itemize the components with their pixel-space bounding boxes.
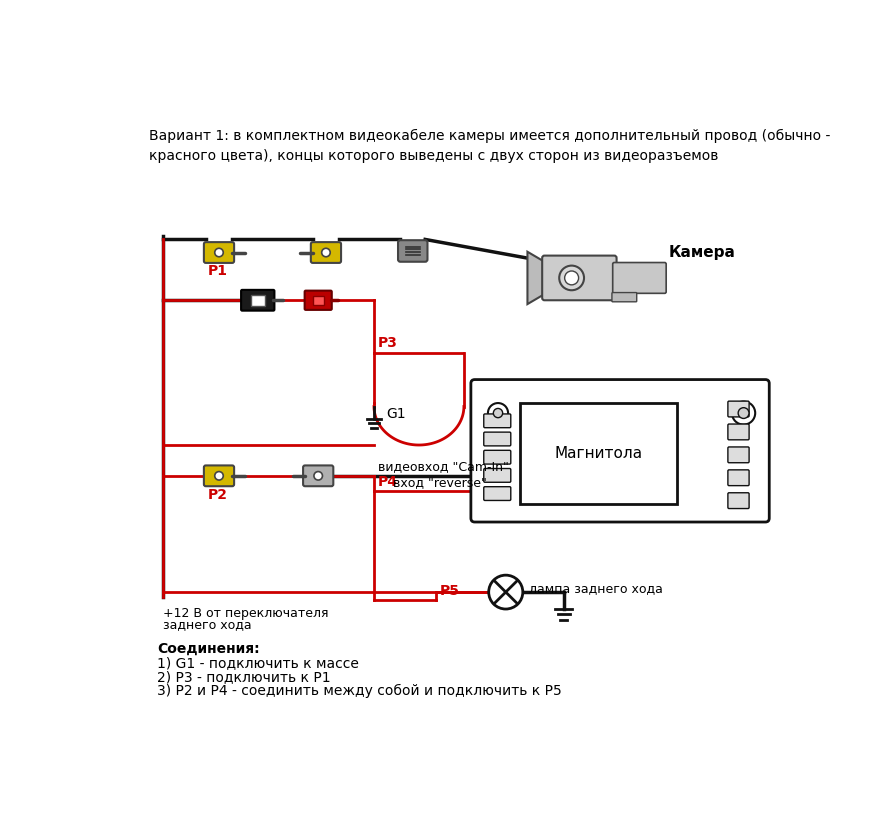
FancyBboxPatch shape	[204, 242, 234, 263]
FancyBboxPatch shape	[313, 296, 324, 305]
Text: P1: P1	[208, 264, 228, 278]
FancyBboxPatch shape	[305, 291, 332, 310]
Circle shape	[488, 403, 508, 423]
FancyBboxPatch shape	[311, 242, 341, 263]
Text: видеовход "Cam-In": видеовход "Cam-In"	[377, 461, 509, 474]
FancyBboxPatch shape	[484, 450, 511, 464]
FancyBboxPatch shape	[728, 470, 749, 486]
Text: P2: P2	[208, 488, 228, 502]
FancyBboxPatch shape	[471, 379, 769, 522]
Text: P4: P4	[377, 475, 398, 489]
FancyBboxPatch shape	[484, 414, 511, 428]
FancyBboxPatch shape	[728, 447, 749, 463]
FancyBboxPatch shape	[241, 290, 274, 310]
Text: Магнитола: Магнитола	[554, 446, 643, 461]
Circle shape	[314, 471, 323, 480]
FancyBboxPatch shape	[728, 424, 749, 440]
Text: P5: P5	[440, 585, 460, 599]
Text: Соединения:: Соединения:	[157, 642, 260, 656]
FancyBboxPatch shape	[484, 432, 511, 446]
Text: Вариант 1: в комплектном видеокабеле камеры имеется дополнительный провод (обычн: Вариант 1: в комплектном видеокабеле кам…	[149, 130, 831, 163]
Text: 3) Р2 и Р4 - соединить между собой и подключить к Р5: 3) Р2 и Р4 - соединить между собой и под…	[157, 684, 561, 698]
Polygon shape	[528, 252, 545, 304]
Text: Камера: Камера	[668, 245, 735, 259]
Text: +12 В от переключателя: +12 В от переключателя	[164, 607, 329, 620]
Text: лампа заднего хода: лампа заднего хода	[529, 582, 663, 595]
FancyBboxPatch shape	[251, 295, 264, 305]
Circle shape	[322, 248, 331, 257]
FancyBboxPatch shape	[484, 469, 511, 482]
Text: P3: P3	[377, 337, 398, 351]
Circle shape	[215, 471, 224, 480]
Text: 1) G1 - подключить к массе: 1) G1 - подключить к массе	[157, 656, 359, 670]
Circle shape	[560, 266, 584, 291]
FancyBboxPatch shape	[728, 401, 749, 417]
FancyBboxPatch shape	[520, 403, 677, 503]
Circle shape	[565, 271, 579, 285]
Circle shape	[732, 401, 755, 424]
Circle shape	[215, 248, 224, 257]
FancyBboxPatch shape	[542, 255, 616, 300]
FancyBboxPatch shape	[612, 292, 636, 302]
FancyBboxPatch shape	[728, 493, 749, 508]
FancyBboxPatch shape	[303, 466, 333, 486]
FancyBboxPatch shape	[398, 241, 428, 262]
FancyBboxPatch shape	[204, 466, 234, 486]
FancyBboxPatch shape	[484, 487, 511, 501]
Text: 2) Р3 - подключить к Р1: 2) Р3 - подключить к Р1	[157, 670, 331, 684]
Text: вход "reverse": вход "reverse"	[393, 476, 487, 489]
Circle shape	[738, 408, 749, 419]
Text: G1: G1	[386, 407, 406, 421]
FancyBboxPatch shape	[613, 263, 667, 293]
Text: заднего хода: заднего хода	[164, 618, 252, 631]
Circle shape	[493, 408, 503, 418]
Circle shape	[489, 576, 522, 609]
